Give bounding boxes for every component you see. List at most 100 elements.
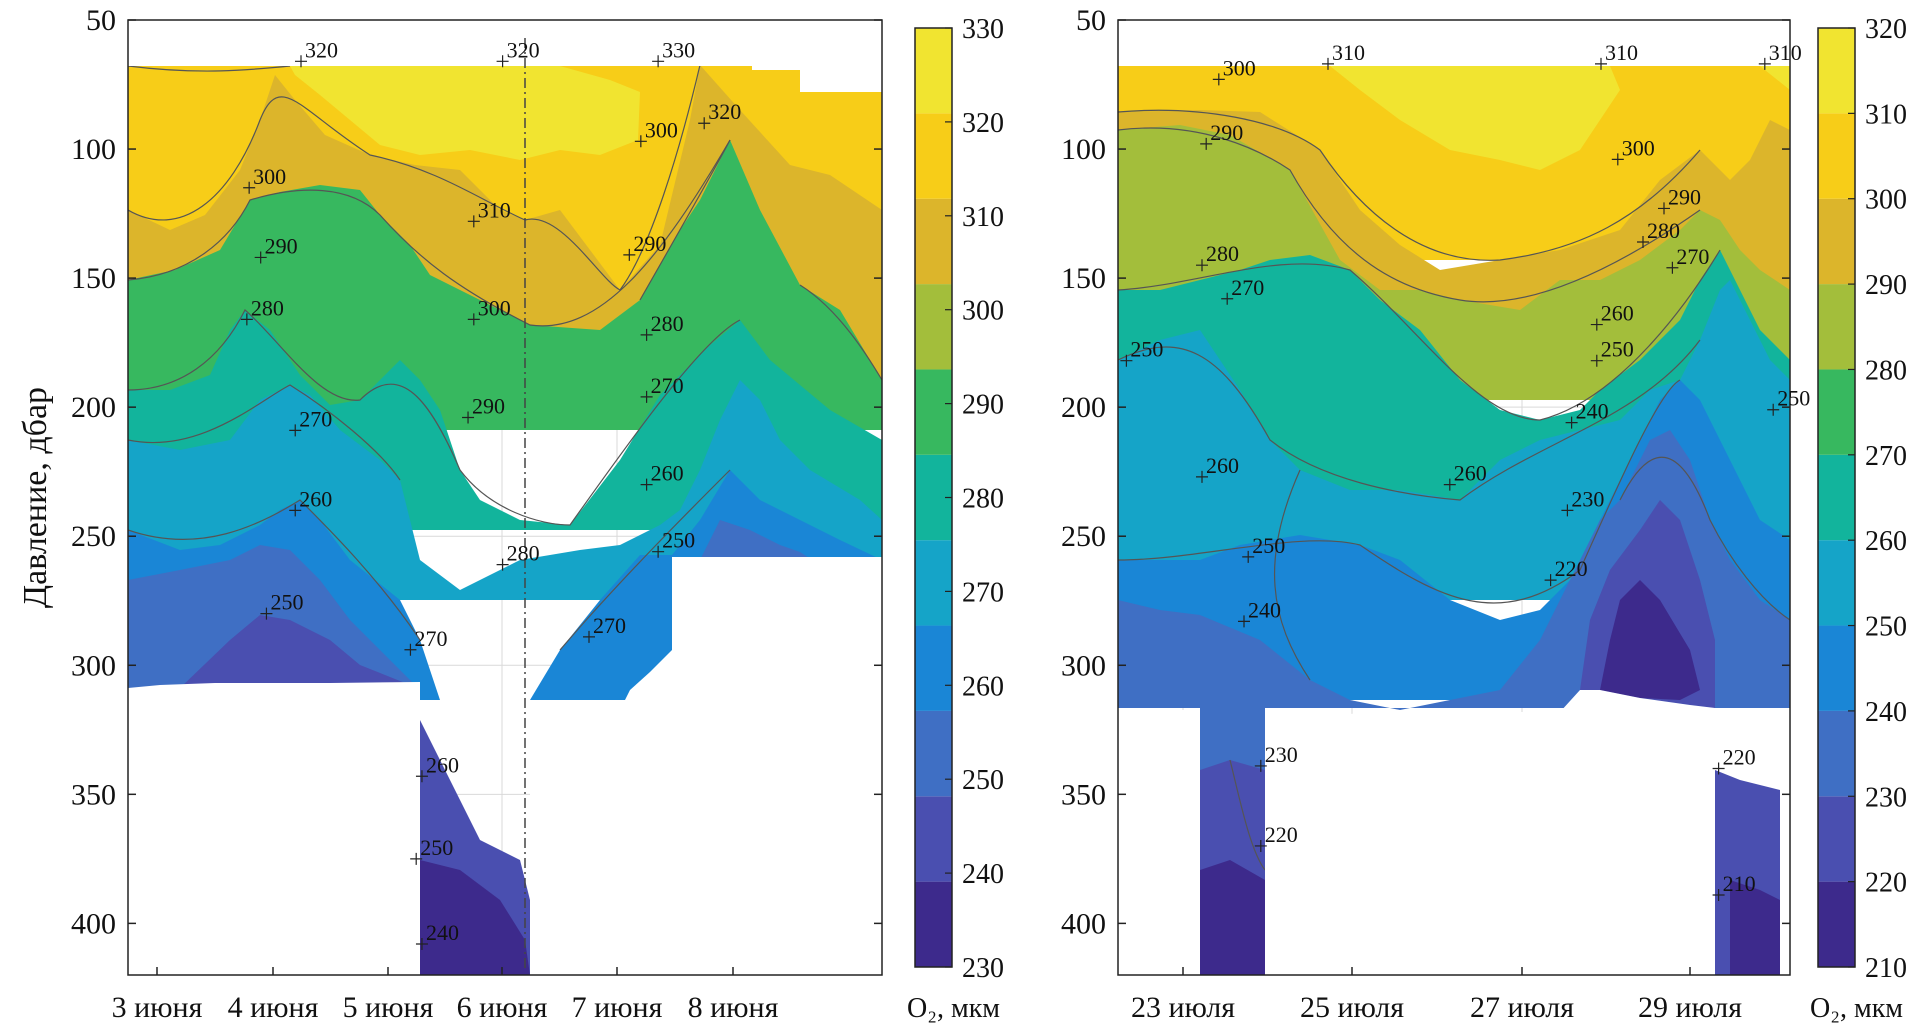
colorbar-segment: [915, 113, 952, 199]
colorbar-segment: [1818, 113, 1855, 199]
colorbar-tick-label: 230: [1865, 782, 1907, 813]
y-tick-label: 50: [1076, 4, 1106, 37]
contour-label: 250: [1252, 533, 1285, 558]
right-panel: 50 100 150 200 250 300 350 400 23 июля 25 июля 27 …: [1061, 4, 1907, 1024]
contour-label: 280: [1647, 218, 1680, 243]
contour-label-marker: [1565, 416, 1578, 429]
contour-label-marker: [467, 215, 480, 228]
contour-label-marker: [1611, 153, 1624, 166]
colorbar-segment: [915, 198, 952, 285]
y-tick-label: 50: [86, 4, 116, 37]
colorbar-unit-label: O₂, мкм: [1810, 993, 1903, 1024]
contour-label: 250: [420, 835, 453, 860]
contour-label-marker: [243, 181, 256, 194]
contour-label: 320: [708, 99, 741, 124]
contour-label-marker: [1200, 137, 1213, 150]
contour-label-marker: [467, 313, 480, 326]
contour-label-marker: [698, 117, 711, 130]
colorbar-tick-label: 220: [1865, 868, 1907, 899]
contour-label: 260: [651, 461, 684, 486]
colorbar-segment: [915, 284, 952, 370]
contour-label-marker: [1590, 354, 1603, 367]
contour-label-marker: [1561, 504, 1574, 517]
y-tick-label: 300: [71, 649, 116, 682]
colorbar-tick-label: 230: [962, 953, 1004, 984]
contour-lines: [1118, 109, 1790, 871]
contour-label-marker: [1242, 550, 1255, 563]
colorbar-segment: [915, 710, 952, 797]
contour-label: 330: [662, 37, 695, 62]
contour-label-marker: [1712, 888, 1725, 901]
contour-label-marker: [462, 411, 475, 424]
contour-label-marker: [1666, 261, 1679, 274]
no-data-mask: [1118, 20, 1790, 975]
colorbar-segment: [915, 881, 952, 967]
y-tick-label: 100: [71, 133, 116, 166]
plot-frame: [1117, 19, 1791, 976]
contour-line: [559, 469, 731, 651]
contour-label-marker: [289, 504, 302, 517]
contour-label: 280: [251, 295, 284, 320]
contour-label-marker: [640, 478, 653, 491]
contour-label: 320: [507, 37, 540, 62]
colorbar-segment: [1818, 28, 1855, 114]
contour-label: 250: [1777, 386, 1810, 411]
contour-label-marker: [652, 55, 665, 68]
contour-label: 270: [1676, 244, 1709, 269]
contour-line: [1118, 339, 1701, 501]
no-data-region: [1780, 708, 1790, 975]
colorbar-tick-label: 270: [962, 577, 1004, 608]
colorbar-frame: [1817, 27, 1856, 968]
no-data-region: [530, 557, 882, 975]
contour-label-marker: [404, 643, 417, 656]
no-data-region: [752, 20, 882, 92]
contour-label: 270: [414, 626, 447, 651]
contour-label: 270: [1231, 275, 1264, 300]
contour-line: [1273, 469, 1311, 681]
contour-label: 270: [299, 406, 332, 431]
colorbar-tick-label: 240: [1865, 697, 1907, 728]
contour-label-marker: [1221, 292, 1234, 305]
contour-label-marker: [410, 852, 423, 865]
contour-label: 310: [478, 197, 511, 222]
x-tick-label: 25 июля: [1300, 991, 1404, 1024]
colorbar-segment: [1818, 881, 1855, 967]
colorbar-segment: [1818, 625, 1855, 711]
colorbar-segment: [1818, 796, 1855, 882]
y-axis-label: Давление, дбар: [17, 387, 54, 608]
contour-label-marker: [640, 390, 653, 403]
colorbar-tick-label: 300: [962, 296, 1004, 327]
contour-label-marker: [1544, 574, 1557, 587]
contour-label-marker: [1120, 354, 1133, 367]
contour-label: 250: [270, 590, 303, 615]
y-tick-label: 350: [71, 778, 116, 811]
contour-label: 320: [305, 37, 338, 62]
contour-label: 280: [1206, 241, 1239, 266]
contour-line: [639, 139, 731, 301]
no-data-region: [1265, 690, 1715, 975]
contour-label: 240: [1248, 597, 1281, 622]
colorbar-tick-label: 250: [962, 765, 1004, 796]
contour-label: 280: [507, 541, 540, 566]
contour-label: 220: [1555, 556, 1588, 581]
contour-lines: [128, 64, 882, 651]
contour-label-marker: [1196, 259, 1208, 272]
contour-label-marker: [1658, 202, 1670, 215]
contour-line: [799, 284, 882, 381]
contour-label: 300: [478, 295, 511, 320]
y-tick-label: 250: [1061, 520, 1106, 553]
colorbar-tick-label: 300: [1865, 185, 1907, 216]
contour-line: [1619, 456, 1790, 621]
colorbar-segment: [1818, 540, 1855, 626]
colorbar: 210 220 230 240 250 260 270 280 290 300 310 320 O₂, …: [1810, 14, 1907, 1024]
colorbar-tick-label: 270: [1865, 441, 1907, 472]
contour-line: [1118, 109, 1701, 261]
colorbar-segment: [915, 540, 952, 626]
contour-label-marker: [240, 313, 253, 326]
contour-label-marker: [415, 770, 428, 783]
contour-label: 220: [1265, 822, 1298, 847]
x-tick-label: 3 июня: [112, 991, 203, 1024]
x-tick-label: 5 июня: [343, 991, 434, 1024]
contour-band: [420, 860, 530, 975]
no-data-region: [1118, 708, 1200, 975]
